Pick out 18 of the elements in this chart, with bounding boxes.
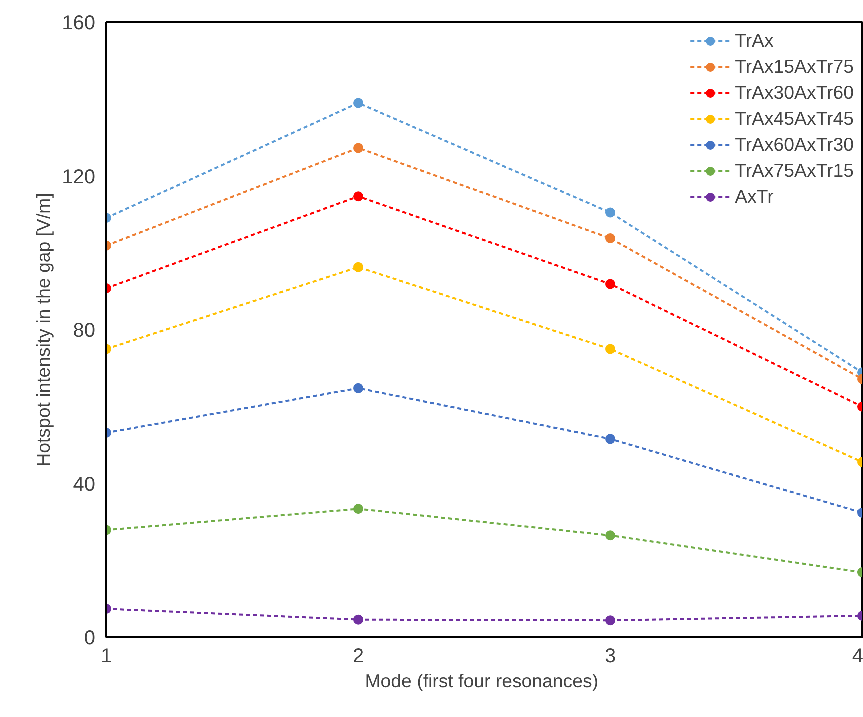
x-tick-label: 3: [604, 646, 616, 668]
legend-label: TrAx75AxTr15: [735, 160, 854, 182]
x-tick-label: 2: [352, 646, 364, 668]
y-tick-label: 120: [62, 166, 96, 188]
x-axis-title: Mode (first four resonances): [365, 670, 599, 692]
x-tick-label: 4: [852, 646, 863, 668]
y-tick-label: 0: [84, 628, 96, 650]
y-tick-label: 80: [73, 320, 96, 342]
y-axis-title: Hotspot intensity in the gap [V/m]: [33, 193, 54, 467]
x-tick-label: 1: [100, 646, 112, 668]
legend-label: TrAx45AxTr45: [735, 108, 854, 130]
y-tick-label: 40: [73, 474, 96, 496]
legend-label: TrAx: [735, 30, 774, 52]
y-tick-label: 160: [62, 12, 96, 34]
legend-label: TrAx15AxTr75: [735, 56, 854, 78]
legend-label: TrAx30AxTr60: [735, 82, 854, 104]
legend-label: TrAx60AxTr30: [735, 134, 854, 156]
legend-label: AxTr: [735, 186, 774, 208]
